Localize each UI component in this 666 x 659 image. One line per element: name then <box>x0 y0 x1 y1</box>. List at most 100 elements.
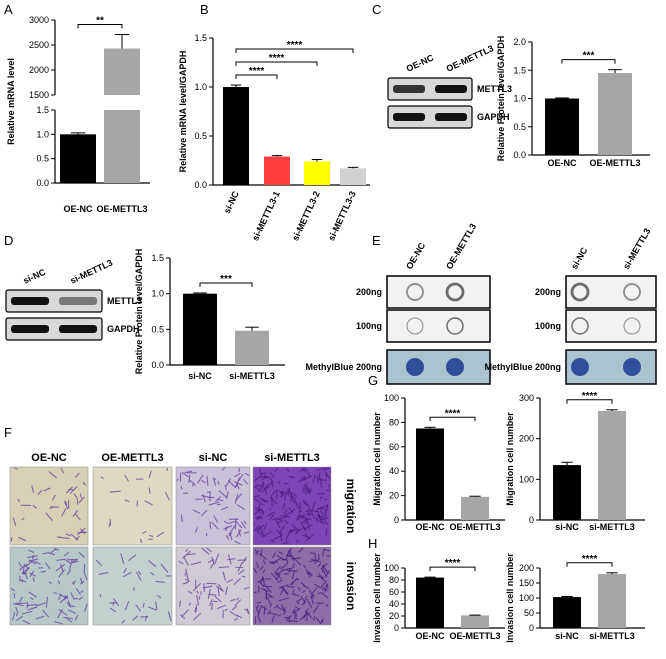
x-tick-label: si-NC <box>555 522 579 532</box>
cell <box>45 596 49 608</box>
cell <box>13 593 16 599</box>
cell <box>238 529 242 537</box>
cell <box>289 569 298 572</box>
cell <box>302 487 307 491</box>
cell <box>200 509 208 517</box>
row-label: MethylBlue 200ng <box>484 362 561 372</box>
cell <box>301 475 312 482</box>
bar <box>598 73 632 155</box>
blot-band <box>435 85 467 93</box>
cell <box>258 485 265 493</box>
cell <box>323 548 331 552</box>
cell <box>298 475 306 483</box>
cell <box>208 593 217 596</box>
cell <box>237 561 243 572</box>
cell <box>56 558 67 561</box>
cell <box>283 490 288 501</box>
cell <box>100 476 104 480</box>
cell <box>255 562 259 569</box>
cell <box>306 598 313 609</box>
cell <box>10 537 13 542</box>
cell <box>314 554 317 560</box>
cell <box>19 563 28 571</box>
blot-band <box>59 297 97 305</box>
cell <box>221 467 226 471</box>
cell <box>208 501 220 506</box>
cell <box>256 515 261 519</box>
cell <box>274 467 279 473</box>
cell <box>43 487 51 492</box>
cell <box>21 517 25 521</box>
cell <box>190 561 202 566</box>
cell <box>274 517 281 529</box>
cell <box>259 565 264 571</box>
cell <box>25 560 34 567</box>
cell <box>109 607 116 613</box>
cell <box>296 600 300 605</box>
cell <box>149 534 154 537</box>
y-tick-label: 2.0 <box>513 37 526 47</box>
cell <box>224 608 229 612</box>
y-axis-label: Invasion cell number <box>505 553 515 643</box>
cell <box>231 605 238 611</box>
y-tick-label: 2000 <box>29 65 49 75</box>
cell <box>318 573 324 580</box>
cell <box>246 608 250 615</box>
cell <box>290 529 296 532</box>
cell <box>148 538 153 541</box>
cell <box>188 474 191 483</box>
cell <box>53 620 64 625</box>
cell <box>78 596 84 601</box>
bar <box>416 428 444 520</box>
cell <box>128 554 137 562</box>
cell <box>262 569 266 574</box>
cell <box>275 570 282 580</box>
cell <box>287 487 291 496</box>
cell <box>243 520 247 525</box>
cell <box>196 590 199 594</box>
row-label: MethylBlue 200ng <box>305 362 382 372</box>
row-label: GAPDH <box>477 112 510 122</box>
cell <box>271 614 275 623</box>
cell <box>66 569 72 576</box>
cell <box>308 507 315 517</box>
significance-label: *** <box>220 274 232 285</box>
dot-frame <box>386 309 491 343</box>
y-tick-label: 1.5 <box>194 33 207 43</box>
cell <box>276 529 283 537</box>
cell <box>296 516 300 522</box>
cell <box>326 504 329 512</box>
cell <box>75 535 80 541</box>
cell <box>234 484 239 488</box>
cell <box>275 490 278 500</box>
cell <box>321 564 324 573</box>
y-axis-label: Migration cell number <box>505 412 515 506</box>
cell <box>192 582 202 592</box>
cell <box>212 477 217 480</box>
cell <box>31 485 35 493</box>
y-tick-label: 0.5 <box>513 122 526 132</box>
cell <box>60 563 64 573</box>
x-tick-label: OE-NC <box>416 631 446 641</box>
cell <box>132 587 135 591</box>
y-tick-label: 60 <box>389 442 399 452</box>
significance-bracket <box>77 24 123 29</box>
cell <box>211 521 219 530</box>
blot-band <box>11 297 49 305</box>
bar <box>104 110 140 183</box>
lane-label: OE-METTL3 <box>444 222 478 271</box>
cell <box>253 524 260 532</box>
x-tick-label: OE-METTL3 <box>450 522 501 532</box>
cell <box>29 597 34 601</box>
cell <box>180 485 183 490</box>
cell <box>304 487 312 495</box>
cell <box>265 591 268 600</box>
row-label: GAPDH <box>107 324 140 334</box>
cell <box>60 467 65 474</box>
cell <box>10 587 15 592</box>
cell <box>260 605 268 611</box>
cell <box>185 549 188 553</box>
y-tick-label: 0.0 <box>151 360 164 370</box>
cell <box>156 531 165 538</box>
cell <box>65 559 72 564</box>
